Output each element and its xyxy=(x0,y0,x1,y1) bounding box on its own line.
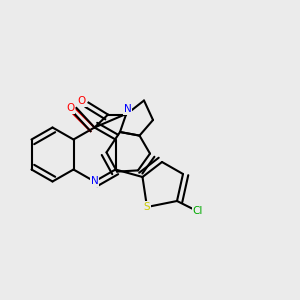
Text: O: O xyxy=(66,103,75,113)
Text: S: S xyxy=(144,202,150,212)
Text: O: O xyxy=(78,96,86,106)
Text: N: N xyxy=(124,104,131,114)
Text: N: N xyxy=(91,176,98,187)
Text: Cl: Cl xyxy=(193,206,203,217)
